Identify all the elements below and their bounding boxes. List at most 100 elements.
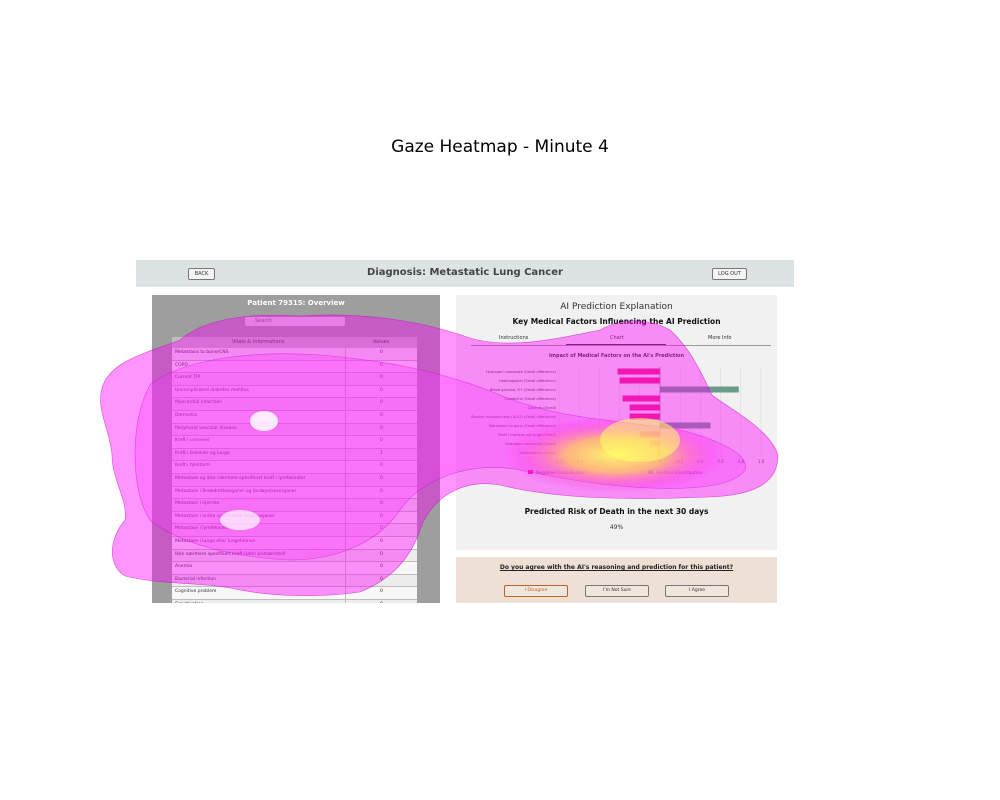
column-divider [345, 499, 346, 511]
table-row: Anemia 0 [172, 562, 417, 575]
table-row: Bacterial infection 0 [172, 574, 417, 588]
table-row: Metastase i lunge eller lungehinnen 0 [172, 536, 417, 550]
column-divider [345, 423, 346, 436]
chart-bar [629, 404, 660, 411]
chart-bar [649, 440, 660, 447]
chart-bar [657, 449, 660, 456]
column-divider [345, 511, 346, 524]
factor-impact-chart: -1.0 -0.8 -0.6 -0.4 -0.2 0 0.2 0.4 0.6 0.8 1.0 Hydr… [471, 367, 765, 476]
explanation-panel: AI Prediction Explanation Key Medical Fa… [456, 295, 777, 550]
row-label: Metastase i lymfeknuter [175, 526, 230, 532]
figure-title: Gaze Heatmap - Minute 4 [391, 137, 609, 157]
x-tick-label: 1.0 [758, 459, 765, 464]
x-tick-label: 0 [659, 459, 662, 464]
table-row: Metastase i lymfeknuter 0 [172, 524, 417, 537]
row-label: Kreft i urinveier [175, 438, 210, 444]
row-value: 1 [380, 450, 383, 456]
row-value: 0 [380, 589, 383, 595]
risk-title: Predicted Risk of Death in the next 30 d… [524, 507, 709, 516]
row-value: 0 [380, 526, 383, 532]
chart-bar [622, 395, 660, 402]
row-label: Kreft i tykktarm [175, 463, 211, 469]
column-divider [345, 398, 346, 410]
legend-label-positive: Positive Contribution [656, 470, 703, 476]
row-value: 0 [380, 602, 383, 603]
patient-overview-panel: Patient 79315: Overview Search Vitals & … [152, 295, 440, 603]
table-header: Vitals & Informations Values [172, 337, 417, 348]
explanation-title: AI Prediction Explanation [560, 302, 673, 312]
row-value: 0 [380, 400, 383, 406]
back-button[interactable]: BACK [188, 268, 215, 280]
x-tick-label: 0.8 [738, 459, 745, 464]
chart-bar [619, 377, 660, 384]
table-row: Kreft i tykktarm 0 [172, 461, 417, 474]
row-value: 0 [380, 501, 383, 507]
row-label: COPD [175, 362, 188, 368]
decision-panel: Do you agree with the AI's reasoning and… [456, 557, 777, 603]
patient-title: Patient 79315: Overview [247, 299, 345, 307]
row-value: 0 [380, 425, 383, 431]
row-label: Uncomplicated diabetes mellitus [175, 387, 249, 393]
row-value: 0 [380, 362, 383, 368]
category-label: Kreft i bronkier og lunge (Small) [498, 433, 556, 437]
agreement-question: Do you agree with the AI's reasoning and… [499, 564, 734, 571]
chart-bar [617, 368, 660, 375]
not-sure-button[interactable]: I'm Not Sure [585, 585, 649, 597]
category-label: Hydrogen carbonate (Small difference) [486, 370, 557, 374]
table-row: Current TIA 0 [172, 373, 417, 386]
disagree-button[interactable]: I Disagree [504, 585, 568, 597]
table-row: COPD 0 [172, 360, 417, 374]
category-label: Calcium (Small) [528, 406, 557, 410]
chart-bar [639, 431, 660, 438]
table-row: Myocardial infarction 0 [172, 398, 417, 411]
column-divider [345, 461, 346, 473]
row-label: Constipation [175, 602, 203, 603]
row-value: 0 [380, 576, 383, 582]
chart-bar [629, 413, 660, 420]
x-tick-label: -0.4 [616, 459, 624, 464]
row-label: Metastase i lunge eller lungehinnen [175, 538, 256, 544]
patient-table: Vitals & Informations Values Metastasis … [172, 337, 417, 603]
row-value: 0 [380, 375, 383, 381]
column-divider [345, 360, 346, 373]
row-label: Metastase i hjernen [175, 501, 220, 507]
row-label: Bacterial infection [175, 576, 216, 582]
row-label: Ikke nærmere spesifisert kreft (uten pri… [175, 551, 286, 557]
row-label: Cognitive problem [175, 589, 217, 595]
x-tick-label: -0.2 [636, 459, 644, 464]
column-divider [345, 536, 346, 549]
search-input[interactable]: Search [245, 317, 345, 326]
row-value: 0 [380, 538, 383, 544]
logout-button[interactable]: LOG OUT [712, 268, 747, 280]
chart-bar [660, 422, 711, 429]
agree-button[interactable]: I Agree [665, 585, 729, 597]
table-body: Metastasis to bone/CNS 0 COPD 0 Current TIA 0… [172, 348, 417, 603]
column-divider [345, 410, 346, 423]
column-divider [345, 562, 346, 574]
table-row: Metastase i andre spesifiserte lokalisas… [172, 511, 417, 525]
column-divider [345, 587, 346, 599]
row-label: Metastase i andre spesifiserte lokalisas… [175, 513, 275, 519]
column-divider [345, 549, 346, 562]
row-label: Current TIA [175, 375, 201, 381]
row-label: Peripheral vascular disease [175, 425, 237, 431]
table-row: Constipation 0 [172, 599, 417, 603]
column-header: Values [373, 339, 390, 345]
column-divider [345, 448, 346, 461]
table-row: Metastase i åndedrettsorganer og fordøye… [172, 486, 417, 500]
table-row: Metastase og ikke nærmere spesifisert kr… [172, 473, 417, 487]
table-row: Dementia 0 [172, 410, 417, 424]
category-label: Constipation (Small) [519, 451, 556, 455]
category-label: Hydrogen carbonate (Small) [505, 442, 556, 446]
row-value: 0 [380, 513, 383, 519]
x-tick-label: -0.8 [575, 459, 583, 464]
row-label: Anemia [175, 564, 193, 570]
row-value: 0 [380, 412, 383, 418]
risk-value: 49% [609, 524, 624, 531]
chart-bar [660, 386, 739, 393]
search-placeholder: Search [255, 318, 273, 324]
row-value: 0 [380, 463, 383, 469]
row-label: Metastasis to bone/CNS [175, 350, 229, 355]
top-bar: BACK Diagnosis: Metastatic Lung Cancer L… [136, 260, 794, 287]
table-row: Uncomplicated diabetes mellitus 0 [172, 385, 417, 399]
